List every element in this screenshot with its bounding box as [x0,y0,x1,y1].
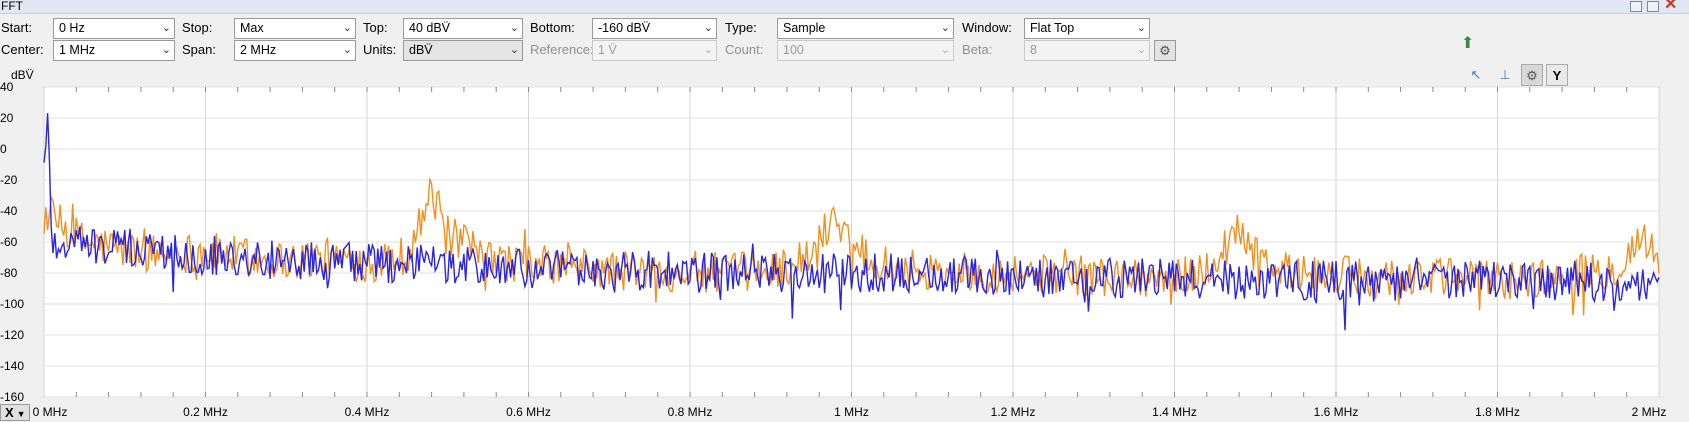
top-select[interactable]: 40 dBV̈ ⌄ [403,18,523,39]
x-tick-label: 0.2 MHz [183,405,228,419]
chevron-down-icon: ⌄ [509,22,519,34]
chevron-down-icon: ⌄ [342,22,352,34]
span-select[interactable]: 2 MHz ⌄ [234,40,356,61]
chevron-down-icon: ⌄ [703,22,713,34]
y-tick-label: -60 [0,235,18,249]
y-axis-button[interactable]: Y [1546,64,1568,86]
reference-select[interactable]: 1 V̈ ⌄ [592,40,717,61]
y-axis-unit-label: dBV̈ [11,68,34,82]
x-tick-label: 1.2 MHz [990,405,1036,419]
y-tick-label: -40 [0,204,18,218]
count-label: Count: [725,42,764,57]
restore-icon[interactable] [1630,1,1642,12]
type-select[interactable]: Sample ⌄ [777,18,954,39]
y-tick-label: -100 [0,297,25,311]
y-tick-label: 20 [0,111,14,125]
type-label: Type: [725,20,757,35]
x-tick-label: 0.8 MHz [667,405,713,419]
horizontal-cursor-icon: ⊥ [1499,67,1511,82]
center-label: Center: [1,42,44,57]
x-tick-label: 0.4 MHz [344,405,390,419]
gear-icon: ⚙ [1159,43,1171,58]
chevron-down-icon: ⌄ [342,44,352,56]
chevron-down-icon: ⌄ [940,44,950,56]
maximize-icon[interactable] [1647,1,1659,12]
span-label: Span: [182,42,216,57]
gear-icon: ⚙ [1526,68,1538,83]
spectrum-trace-blue [43,113,1660,331]
window-title: FFT [1,0,23,13]
x-tick-label: 0.6 MHz [506,405,551,419]
y-tick-label: 0 [0,142,7,156]
chevron-down-icon: ⌄ [509,44,519,56]
y-tick-label: -160 [0,390,25,404]
center-select[interactable]: 1 MHz ⌄ [53,40,175,61]
arrow-up-icon[interactable]: ⬆ [1461,35,1475,52]
reference-label: Reference: [530,42,594,57]
y-tick-label: -120 [0,328,25,342]
chevron-down-icon: ⌄ [1136,22,1146,34]
settings-gear-button[interactable]: ⚙ [1154,40,1176,61]
window-select[interactable]: Flat Top ⌄ [1024,18,1150,39]
stop-select[interactable]: Max ⌄ [234,18,356,39]
dropdown-arrow-icon: ▼ [16,409,26,419]
beta-label: Beta: [962,42,993,57]
fft-settings-toolbar: Start: 0 Hz ⌄ Stop: Max ⌄ Top: 40 dBV̈ ⌄ Bo… [0,16,1689,64]
x-tick-label: 1.4 MHz [1152,405,1197,419]
plot-settings-button[interactable]: ⚙ [1521,64,1543,86]
title-bar: FFT ✕ [0,0,1689,14]
x-tick-label: 0 MHz [32,405,68,419]
x-tick-label: 2 MHz [1631,405,1667,419]
chevron-down-icon: ⌄ [161,22,171,34]
y-tick-label: 40 [0,80,14,94]
x-tick-label: 1 MHz [834,405,869,419]
units-label: Units: [363,42,397,57]
cursor-pointer-button[interactable]: ↖ [1465,64,1487,86]
plot-ticks [75,87,1628,397]
x-axis-button[interactable]: X ▼ [0,404,30,421]
plot-traces [43,113,1660,331]
x-tick-label: 1.6 MHz [1313,405,1359,419]
start-select[interactable]: 0 Hz ⌄ [53,18,175,39]
start-label: Start: [1,20,33,35]
chevron-down-icon: ⌄ [703,44,713,56]
y-tick-label: -20 [0,173,18,187]
chevron-down-icon: ⌄ [161,44,171,56]
bottom-select[interactable]: -160 dBV̈ ⌄ [592,18,717,39]
spectrum-trace-orange [43,178,1660,316]
pointer-arrow-icon: ↖ [1470,67,1482,82]
chevron-down-icon: ⌄ [940,22,950,34]
y-tick-label: -80 [0,266,18,280]
plot-grid [43,86,1660,398]
beta-select[interactable]: 8 ⌄ [1024,40,1150,61]
units-select[interactable]: dBV̈ ⌄ [403,40,523,61]
chevron-down-icon: ⌄ [1136,44,1146,56]
close-icon[interactable]: ✕ [1664,0,1678,13]
horizontal-cursor-button[interactable]: ⊥ [1494,64,1516,86]
bottom-label: Bottom: [530,20,575,35]
window-label: Window: [962,20,1012,35]
count-select[interactable]: 100 ⌄ [777,40,954,61]
top-label: Top: [363,20,388,35]
y-tick-label: -140 [0,359,25,373]
stop-label: Stop: [182,20,213,35]
x-tick-label: 1.8 MHz [1475,405,1520,419]
